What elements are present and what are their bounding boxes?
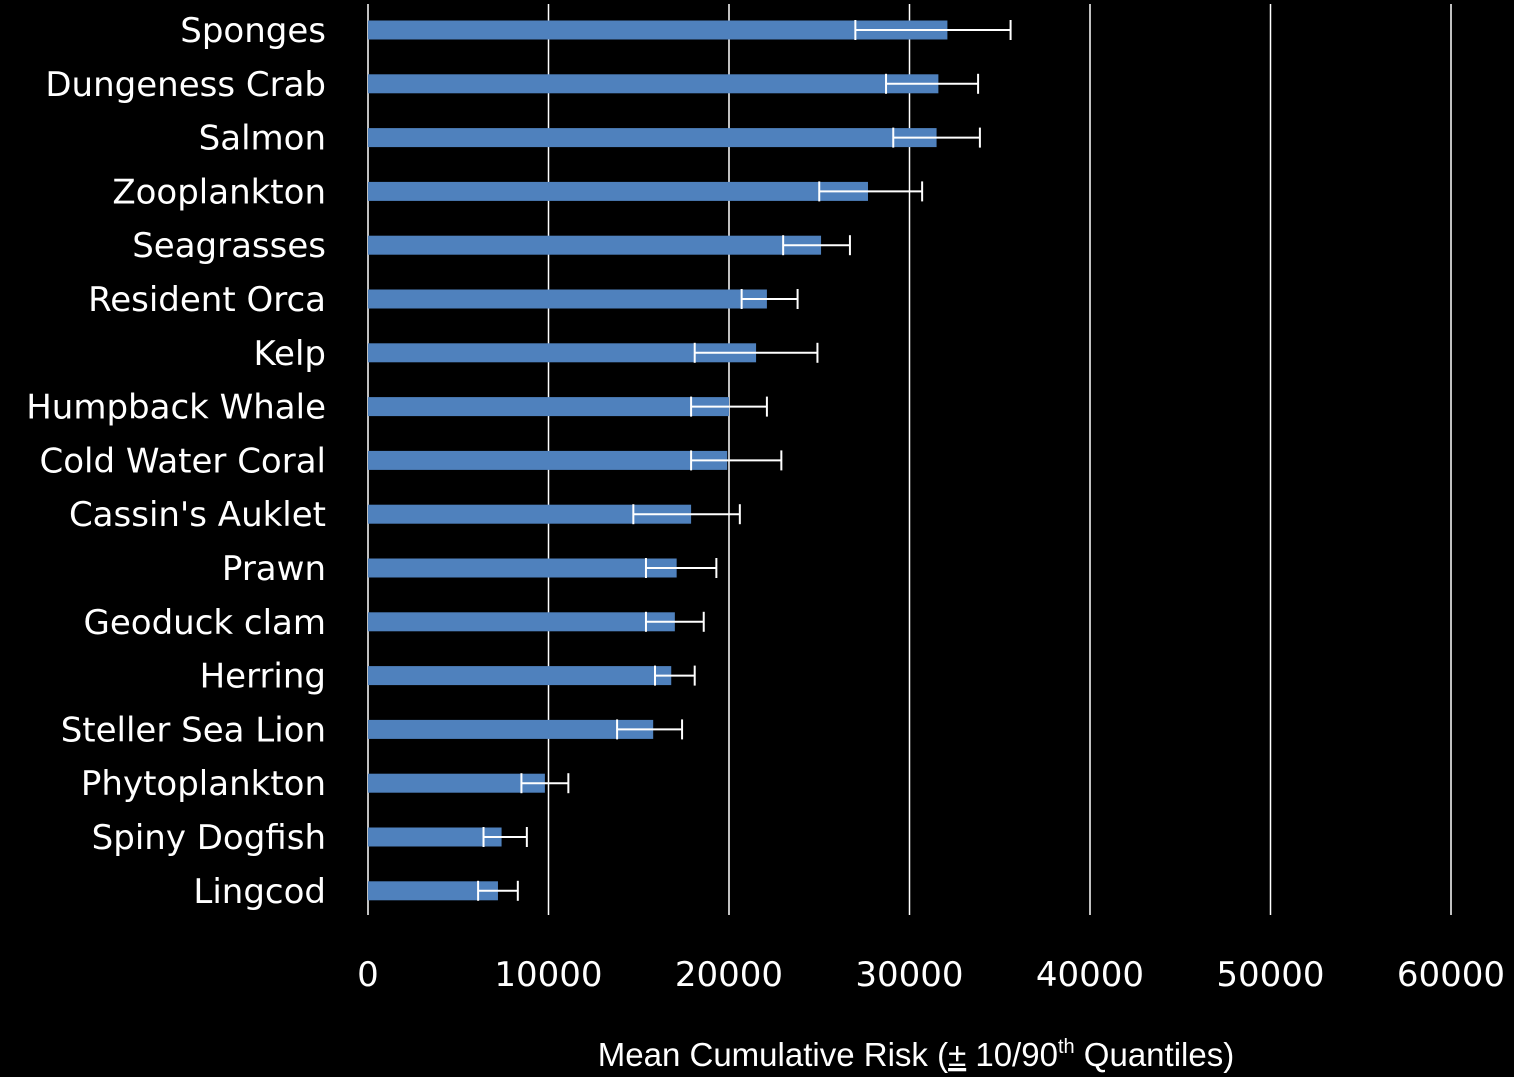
bar [368, 719, 654, 739]
bar [368, 235, 822, 255]
x-axis-title-mid: 10/90 [966, 1036, 1058, 1073]
x-tick-label: 50000 [1216, 955, 1324, 995]
category-label: Cassin's Auklet [69, 495, 326, 535]
category-label: Phytoplankton [81, 764, 326, 804]
bar [368, 827, 502, 847]
x-axis-title-after: Quantiles) [1075, 1036, 1235, 1073]
category-label: Spiny Dogfish [92, 818, 326, 858]
x-tick-label: 40000 [1036, 955, 1144, 995]
x-tick-label: 10000 [494, 955, 602, 995]
category-labels: Sponges Dungeness Crab Salmon Zooplankton Se… [26, 11, 326, 912]
bar [368, 74, 939, 94]
bar [368, 20, 948, 40]
category-label: Herring [200, 657, 326, 697]
category-label: Geoduck clam [84, 603, 326, 643]
x-axis-title: Mean Cumulative Risk (± 10/90th Quantile… [598, 1036, 1234, 1073]
category-label: Lingcod [193, 872, 326, 912]
x-tick-labels: 0 10000 20000 30000 40000 50000 60000 [357, 955, 1505, 995]
x-tick-label: 60000 [1397, 955, 1505, 995]
bar [368, 450, 728, 470]
bar [368, 773, 545, 793]
bar [368, 881, 498, 901]
category-label: Seagrasses [132, 226, 326, 266]
category-label: Salmon [199, 119, 326, 159]
x-tick-label: 30000 [855, 955, 963, 995]
category-label: Steller Sea Lion [61, 710, 326, 750]
x-axis-title-sup: th [1058, 1036, 1075, 1058]
category-label: Dungeness Crab [45, 65, 326, 105]
bar [368, 504, 692, 524]
category-label: Resident Orca [88, 280, 326, 320]
category-label: Zooplankton [112, 172, 326, 212]
bar [368, 612, 675, 632]
bar [368, 558, 677, 578]
bar [368, 128, 937, 148]
category-label: Prawn [222, 549, 326, 589]
bar [368, 289, 767, 309]
x-axis-title-before: Mean Cumulative Risk ( [598, 1036, 948, 1073]
category-label: Cold Water Coral [40, 441, 327, 481]
bar [368, 397, 729, 417]
bar [368, 666, 672, 686]
category-label: Sponges [180, 11, 326, 51]
category-label: Kelp [253, 334, 326, 374]
x-tick-label: 0 [357, 955, 379, 995]
category-label: Humpback Whale [26, 388, 326, 428]
bars [368, 20, 948, 901]
bar [368, 343, 757, 363]
error-bars [477, 20, 1012, 901]
x-axis-title-pm: ± [948, 1036, 966, 1073]
x-tick-label: 20000 [675, 955, 783, 995]
bar [368, 181, 868, 201]
